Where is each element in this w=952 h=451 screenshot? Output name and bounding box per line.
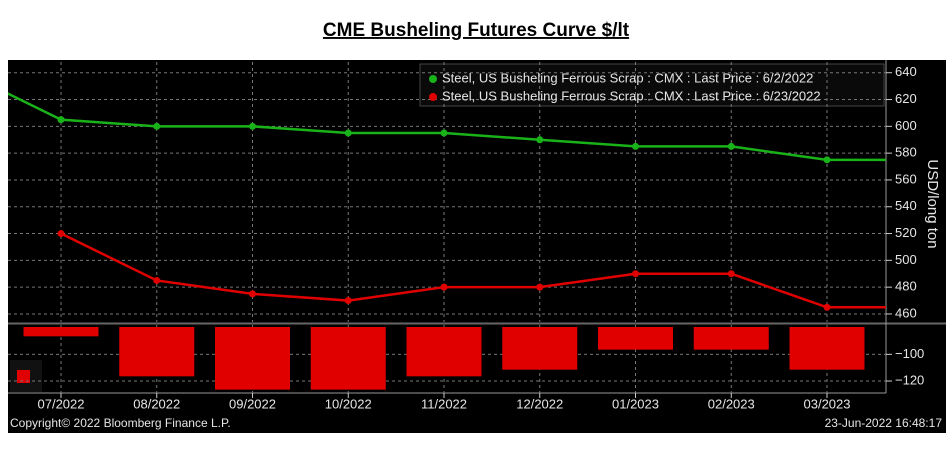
plot-area (8, 62, 886, 322)
point (57, 116, 65, 124)
x-tick-label: 03/2023 (804, 396, 851, 411)
x-tick-label: 11/2022 (421, 396, 467, 411)
y-tick-label: 480 (895, 279, 917, 294)
point (727, 270, 735, 278)
bar (310, 327, 386, 390)
bar (693, 327, 769, 350)
x-tick-label: 10/2022 (325, 396, 372, 411)
point (536, 283, 544, 291)
y-tick-label: 640 (895, 64, 917, 79)
point (57, 230, 65, 238)
y-tick-label: 500 (895, 252, 917, 267)
x-tick-label: 01/2023 (612, 396, 659, 411)
y-tick-label: −100 (895, 346, 924, 361)
x-tick-label: 12/2022 (516, 396, 563, 411)
bar (598, 327, 673, 350)
lower-legend-icon (17, 370, 30, 383)
legend-marker (429, 93, 437, 101)
y-axis-label: USD/long ton (924, 159, 941, 248)
point (823, 156, 831, 164)
legend-label: Steel, US Busheling Ferrous Scrap : CMX … (442, 88, 821, 103)
bar (119, 327, 195, 377)
point (249, 122, 256, 130)
bar (502, 327, 578, 370)
point (249, 290, 256, 298)
point (632, 142, 639, 150)
timestamp: 23-Jun-2022 16:48:17 (825, 416, 943, 430)
y-tick-label: 540 (895, 198, 917, 213)
point (440, 283, 448, 291)
legend-box (419, 63, 885, 107)
point (632, 270, 639, 278)
legend-marker (429, 75, 437, 83)
x-tick-label: 09/2022 (229, 396, 276, 411)
series-line (60, 232, 886, 309)
y-tick-label: 620 (895, 91, 917, 106)
plot-area (8, 325, 886, 393)
point (440, 129, 448, 137)
point (536, 136, 544, 144)
y-tick-label: 460 (895, 305, 917, 320)
point (727, 142, 735, 150)
bar (215, 327, 290, 390)
point (153, 122, 161, 130)
chart-title: CME Busheling Futures Curve $/lt (323, 20, 630, 41)
copyright: Copyright© 2022 Bloomberg Finance L.P. (10, 416, 231, 430)
y-tick-label: −120 (895, 372, 924, 387)
point (344, 297, 352, 305)
x-tick-label: 02/2023 (708, 396, 755, 411)
bar (406, 327, 482, 377)
y-tick-label: 520 (895, 225, 917, 240)
point (344, 129, 352, 137)
point (153, 276, 161, 284)
y-tick-label: 560 (895, 171, 917, 186)
point (823, 303, 831, 311)
y-tick-label: 580 (895, 145, 917, 160)
bar (789, 327, 865, 370)
legend-label: Steel, US Busheling Ferrous Scrap : CMX … (442, 70, 813, 85)
x-tick-label: 07/2022 (38, 396, 85, 411)
y-tick-label: 600 (895, 118, 917, 133)
x-tick-label: 08/2022 (133, 396, 180, 411)
bar (23, 327, 99, 337)
chart-background (8, 60, 946, 433)
